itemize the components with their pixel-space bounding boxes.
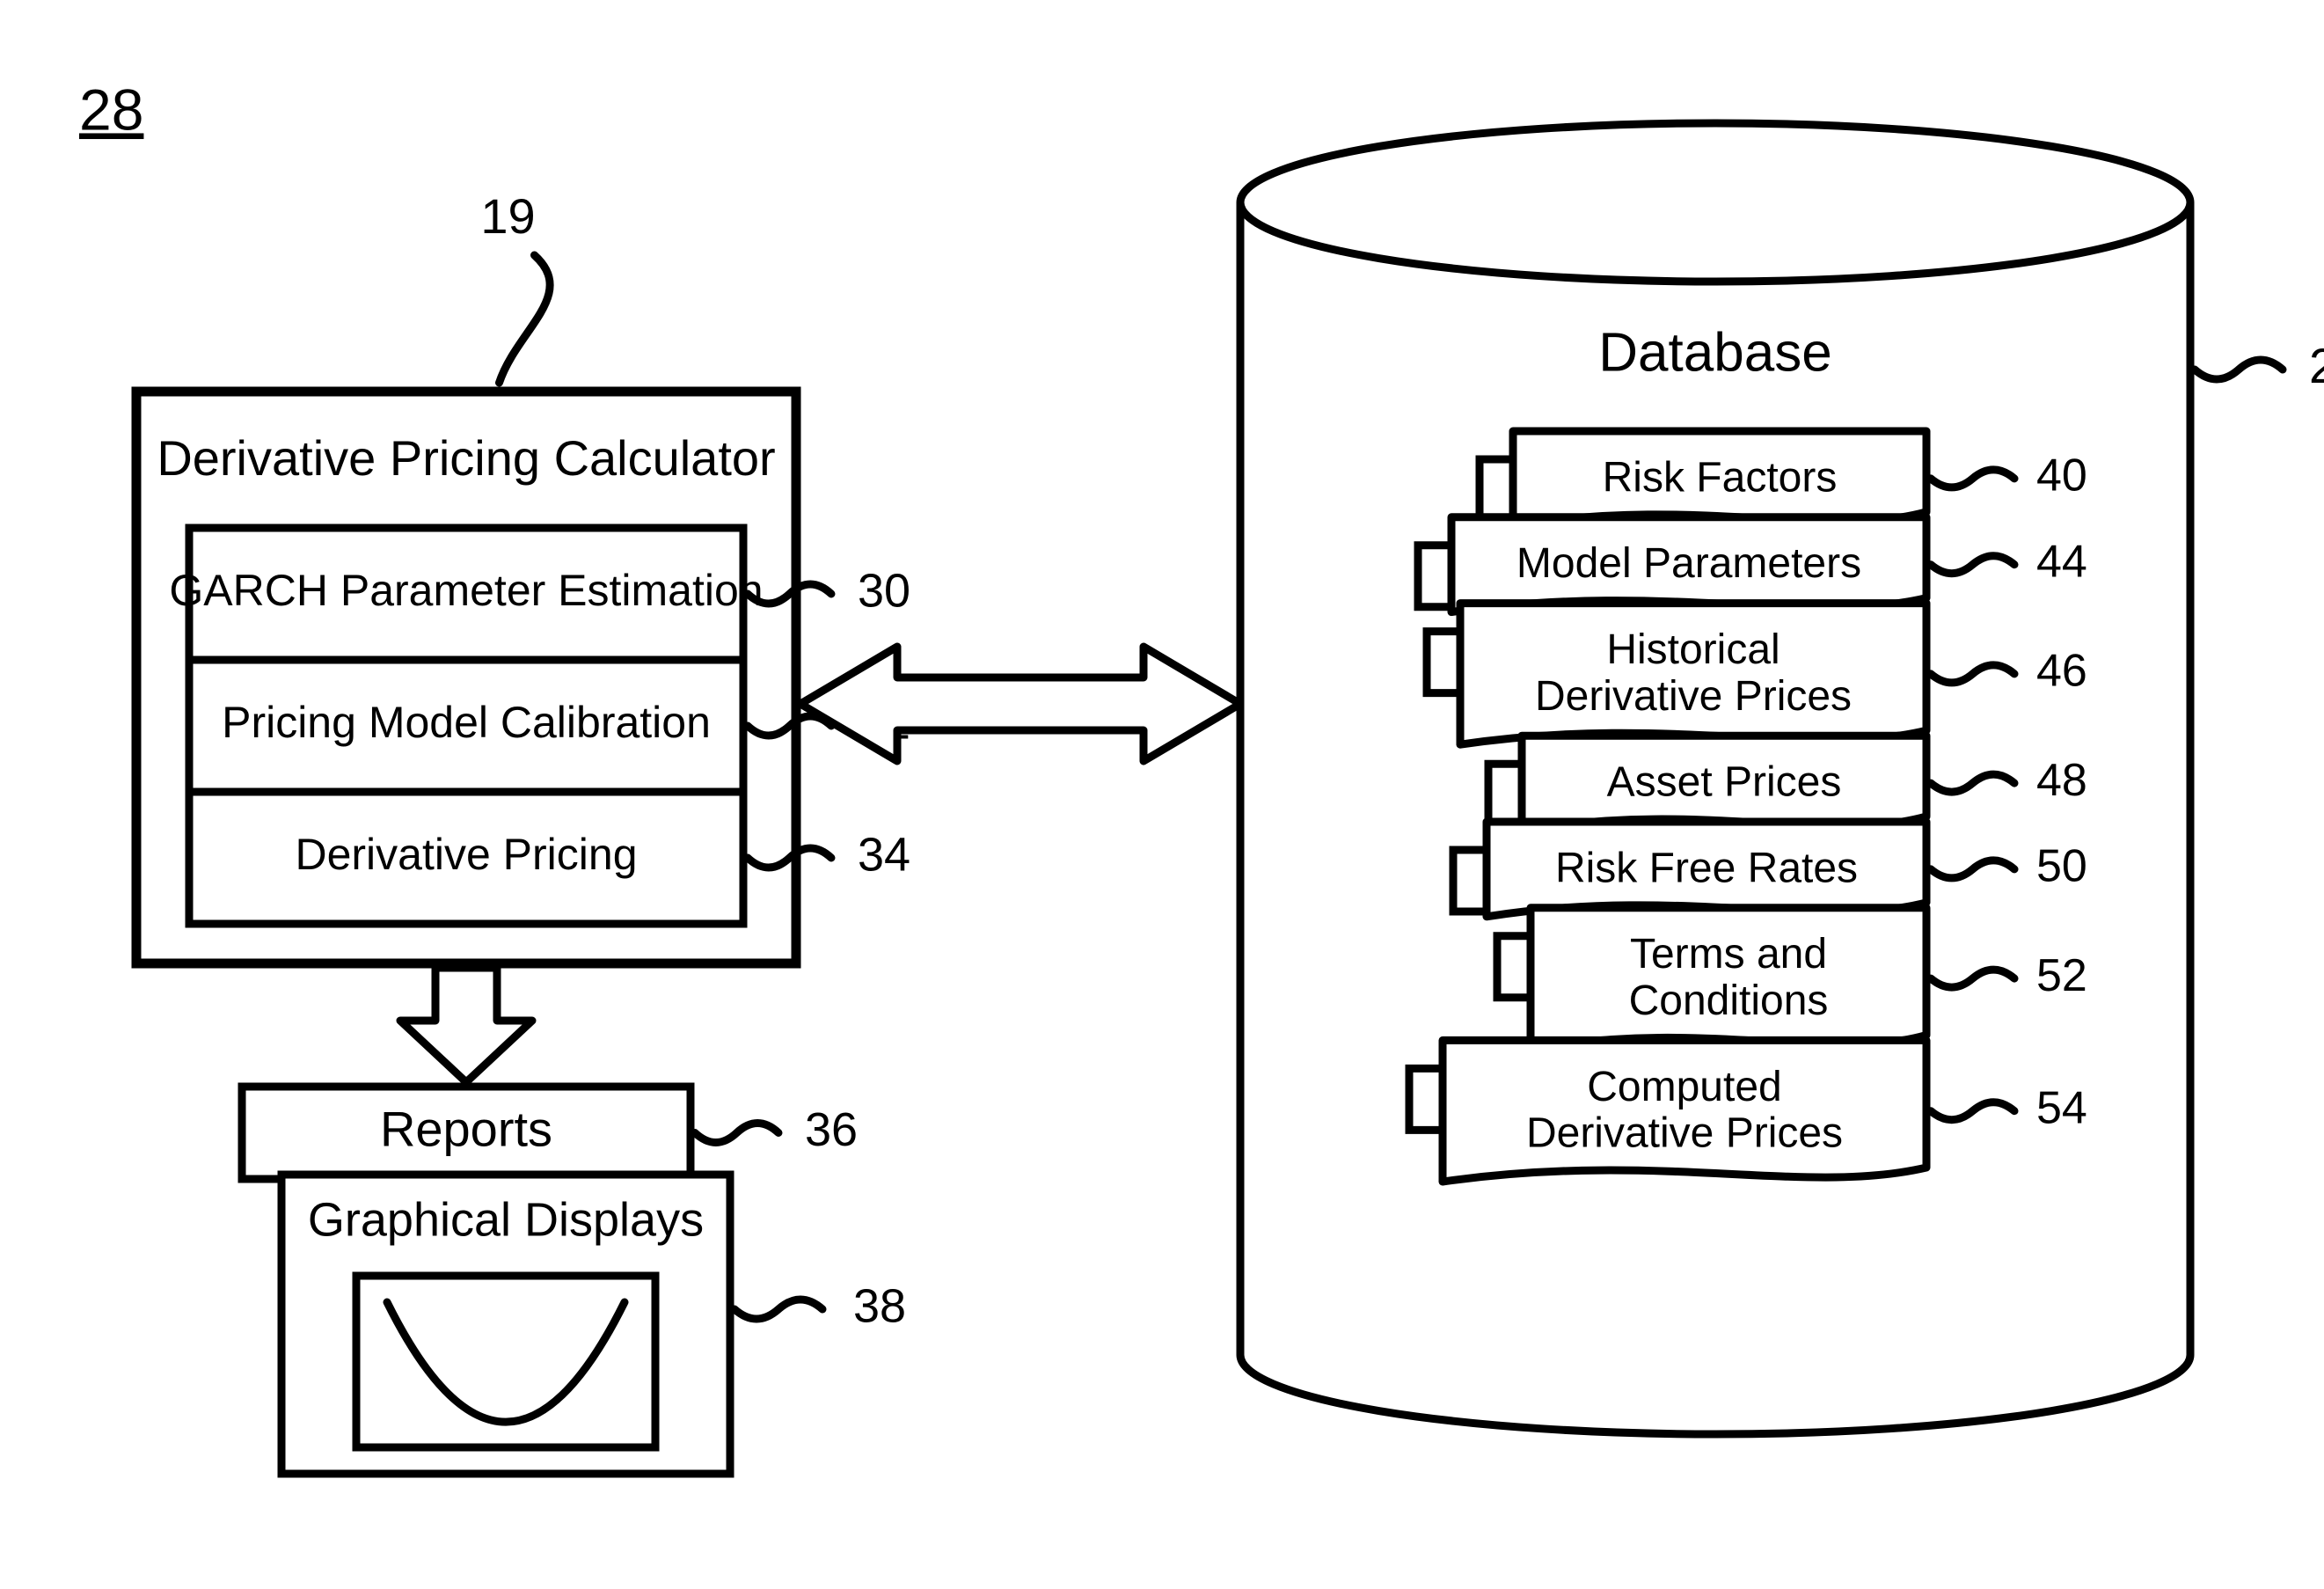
ref-number: 44 — [2036, 536, 2087, 587]
down-arrow-icon — [400, 968, 532, 1082]
calculator-row-label: Derivative Pricing — [295, 830, 637, 879]
ref-number: 30 — [858, 564, 910, 617]
database-card-label: Risk Factors — [1603, 454, 1838, 501]
ref-number: 50 — [2036, 841, 2087, 892]
figure-ref-label: 28 — [79, 77, 143, 142]
calculator-row-label: Pricing Model Calibration — [222, 698, 711, 747]
bidirectional-arrow-icon — [800, 647, 1240, 761]
database-card-label: Terms andConditions — [1629, 931, 1829, 1024]
calculator-row-label: GARCH Parameter Estimation — [169, 566, 763, 615]
ref-number: 20 — [2309, 338, 2324, 393]
database-card-label: Model Parameters — [1516, 540, 1861, 587]
database-card-label: Risk Free Rates — [1555, 845, 1858, 891]
ref-number: 54 — [2036, 1082, 2087, 1133]
database-card-label: Asset Prices — [1607, 759, 1842, 806]
calculator-title: Derivative Pricing Calculator — [157, 430, 775, 486]
database-label: Database — [1598, 322, 1831, 383]
graphical-displays-label: Graphical Displays — [308, 1193, 704, 1246]
ref-number: 48 — [2036, 755, 2087, 806]
ref-number: 34 — [858, 828, 910, 881]
ref-number: 19 — [480, 188, 535, 244]
reports-label: Reports — [380, 1101, 552, 1156]
ref-number: 36 — [805, 1103, 858, 1156]
ref-number: 52 — [2036, 950, 2087, 1001]
ref-number: 38 — [853, 1279, 906, 1332]
ref-number: 46 — [2036, 646, 2087, 697]
ref-number: 40 — [2036, 450, 2087, 502]
